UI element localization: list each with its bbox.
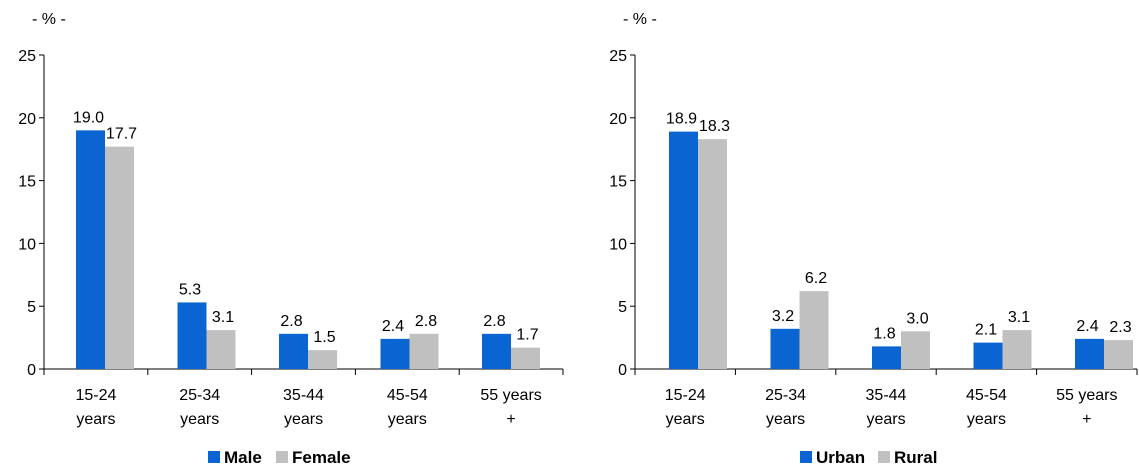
y-tick-label: 25: [18, 48, 36, 65]
x-tick-label: years: [967, 411, 1006, 428]
data-label-rural: 3.0: [906, 310, 928, 327]
bar-rural: [799, 291, 829, 369]
x-tick-label: years: [180, 411, 219, 428]
bar-urban: [669, 131, 698, 369]
y-tick-label: 15: [609, 174, 627, 191]
y-tick-label: 0: [27, 362, 36, 379]
bar-female: [409, 333, 439, 369]
x-tick-label: 45-54: [966, 387, 1007, 404]
legend-label-male: Male: [224, 448, 262, 467]
y-tick-label: 20: [609, 111, 627, 128]
data-label-female: 3.1: [212, 309, 234, 326]
bar-rural: [901, 331, 930, 369]
bar-female: [105, 146, 134, 369]
legend-swatch-urban: [800, 451, 812, 463]
x-tick-label: 45-54: [387, 387, 428, 404]
data-label-urban: 1.8: [873, 325, 895, 342]
data-label-urban: 2.4: [1076, 318, 1098, 335]
bar-rural: [698, 139, 727, 369]
data-label-male: 2.8: [483, 313, 505, 330]
legend-swatch-rural: [878, 451, 890, 463]
x-tick-label: years: [766, 411, 805, 428]
data-label-female: 1.5: [313, 329, 335, 346]
data-label-male: 2.8: [280, 313, 302, 330]
x-tick-label: 55 years: [1056, 387, 1117, 404]
y-tick-label: 5: [618, 299, 627, 316]
data-label-rural: 18.3: [699, 118, 730, 135]
bar-rural: [1104, 340, 1133, 369]
x-tick-label: 35-44: [283, 387, 324, 404]
unit-label: - % -: [623, 11, 657, 28]
data-label-female: 1.7: [516, 327, 538, 344]
legend-label-urban: Urban: [816, 448, 865, 467]
legend-label-rural: Rural: [894, 448, 937, 467]
data-label-urban: 3.2: [772, 308, 794, 325]
bar-male: [380, 338, 410, 369]
bar-male: [76, 130, 105, 369]
chart-1: - % - 0 5 10 15 20 25 19.017.7 15-24 years 5.3 3.1 2…: [18, 11, 564, 467]
x-tick-label: +: [1082, 411, 1091, 428]
data-label-male: 19.0: [73, 109, 104, 126]
bar-male: [279, 333, 308, 369]
data-label-male: 2.4: [382, 318, 404, 335]
bar-urban: [973, 342, 1003, 369]
x-tick-label: 15-24: [665, 387, 706, 404]
data-label-male: 5.3: [179, 281, 201, 298]
bar-urban: [1075, 338, 1104, 369]
bar-rural: [1002, 330, 1032, 369]
y-tick-label: 25: [609, 48, 627, 65]
bar-female: [206, 330, 236, 369]
legend-swatch-female: [276, 451, 288, 463]
x-tick-label: years: [666, 411, 705, 428]
data-label-rural: 3.1: [1008, 309, 1030, 326]
x-tick-label: 35-44: [866, 387, 907, 404]
x-tick-label: years: [866, 411, 905, 428]
x-tick-label: years: [284, 411, 323, 428]
y-tick-label: 5: [27, 299, 36, 316]
data-label-rural: 2.3: [1109, 319, 1131, 336]
y-tick-label: 0: [618, 362, 627, 379]
bar-female: [511, 347, 540, 369]
data-label-urban: 18.9: [666, 111, 697, 128]
bar-female: [308, 350, 337, 369]
y-tick-label: 20: [18, 111, 36, 128]
x-tick-label: 15-24: [75, 387, 116, 404]
bar-urban: [770, 328, 800, 369]
bar-male: [482, 333, 511, 369]
chart-2: - % - 0 5 10 15 20 25 18.9 18.3 15-24 years 3.2 6.2 2…: [609, 11, 1138, 467]
y-tick-label: 15: [18, 174, 36, 191]
x-tick-label: 55 years: [480, 387, 541, 404]
x-tick-label: +: [506, 411, 515, 428]
data-label-rural: 6.2: [805, 270, 827, 287]
y-tick-label: 10: [609, 236, 627, 253]
x-tick-label: 25-34: [765, 387, 806, 404]
data-label-female: 17.7: [106, 126, 137, 143]
x-tick-label: 25-34: [179, 387, 220, 404]
bar-urban: [872, 346, 901, 369]
data-label-urban: 2.1: [975, 322, 997, 339]
x-tick-label: years: [76, 411, 115, 428]
y-tick-label: 10: [18, 236, 36, 253]
bar-male: [177, 302, 207, 369]
unit-label: - % -: [32, 11, 66, 28]
x-tick-label: years: [388, 411, 427, 428]
legend-label-female: Female: [292, 448, 351, 467]
legend-swatch-male: [208, 451, 220, 463]
data-label-female: 2.8: [415, 313, 437, 330]
